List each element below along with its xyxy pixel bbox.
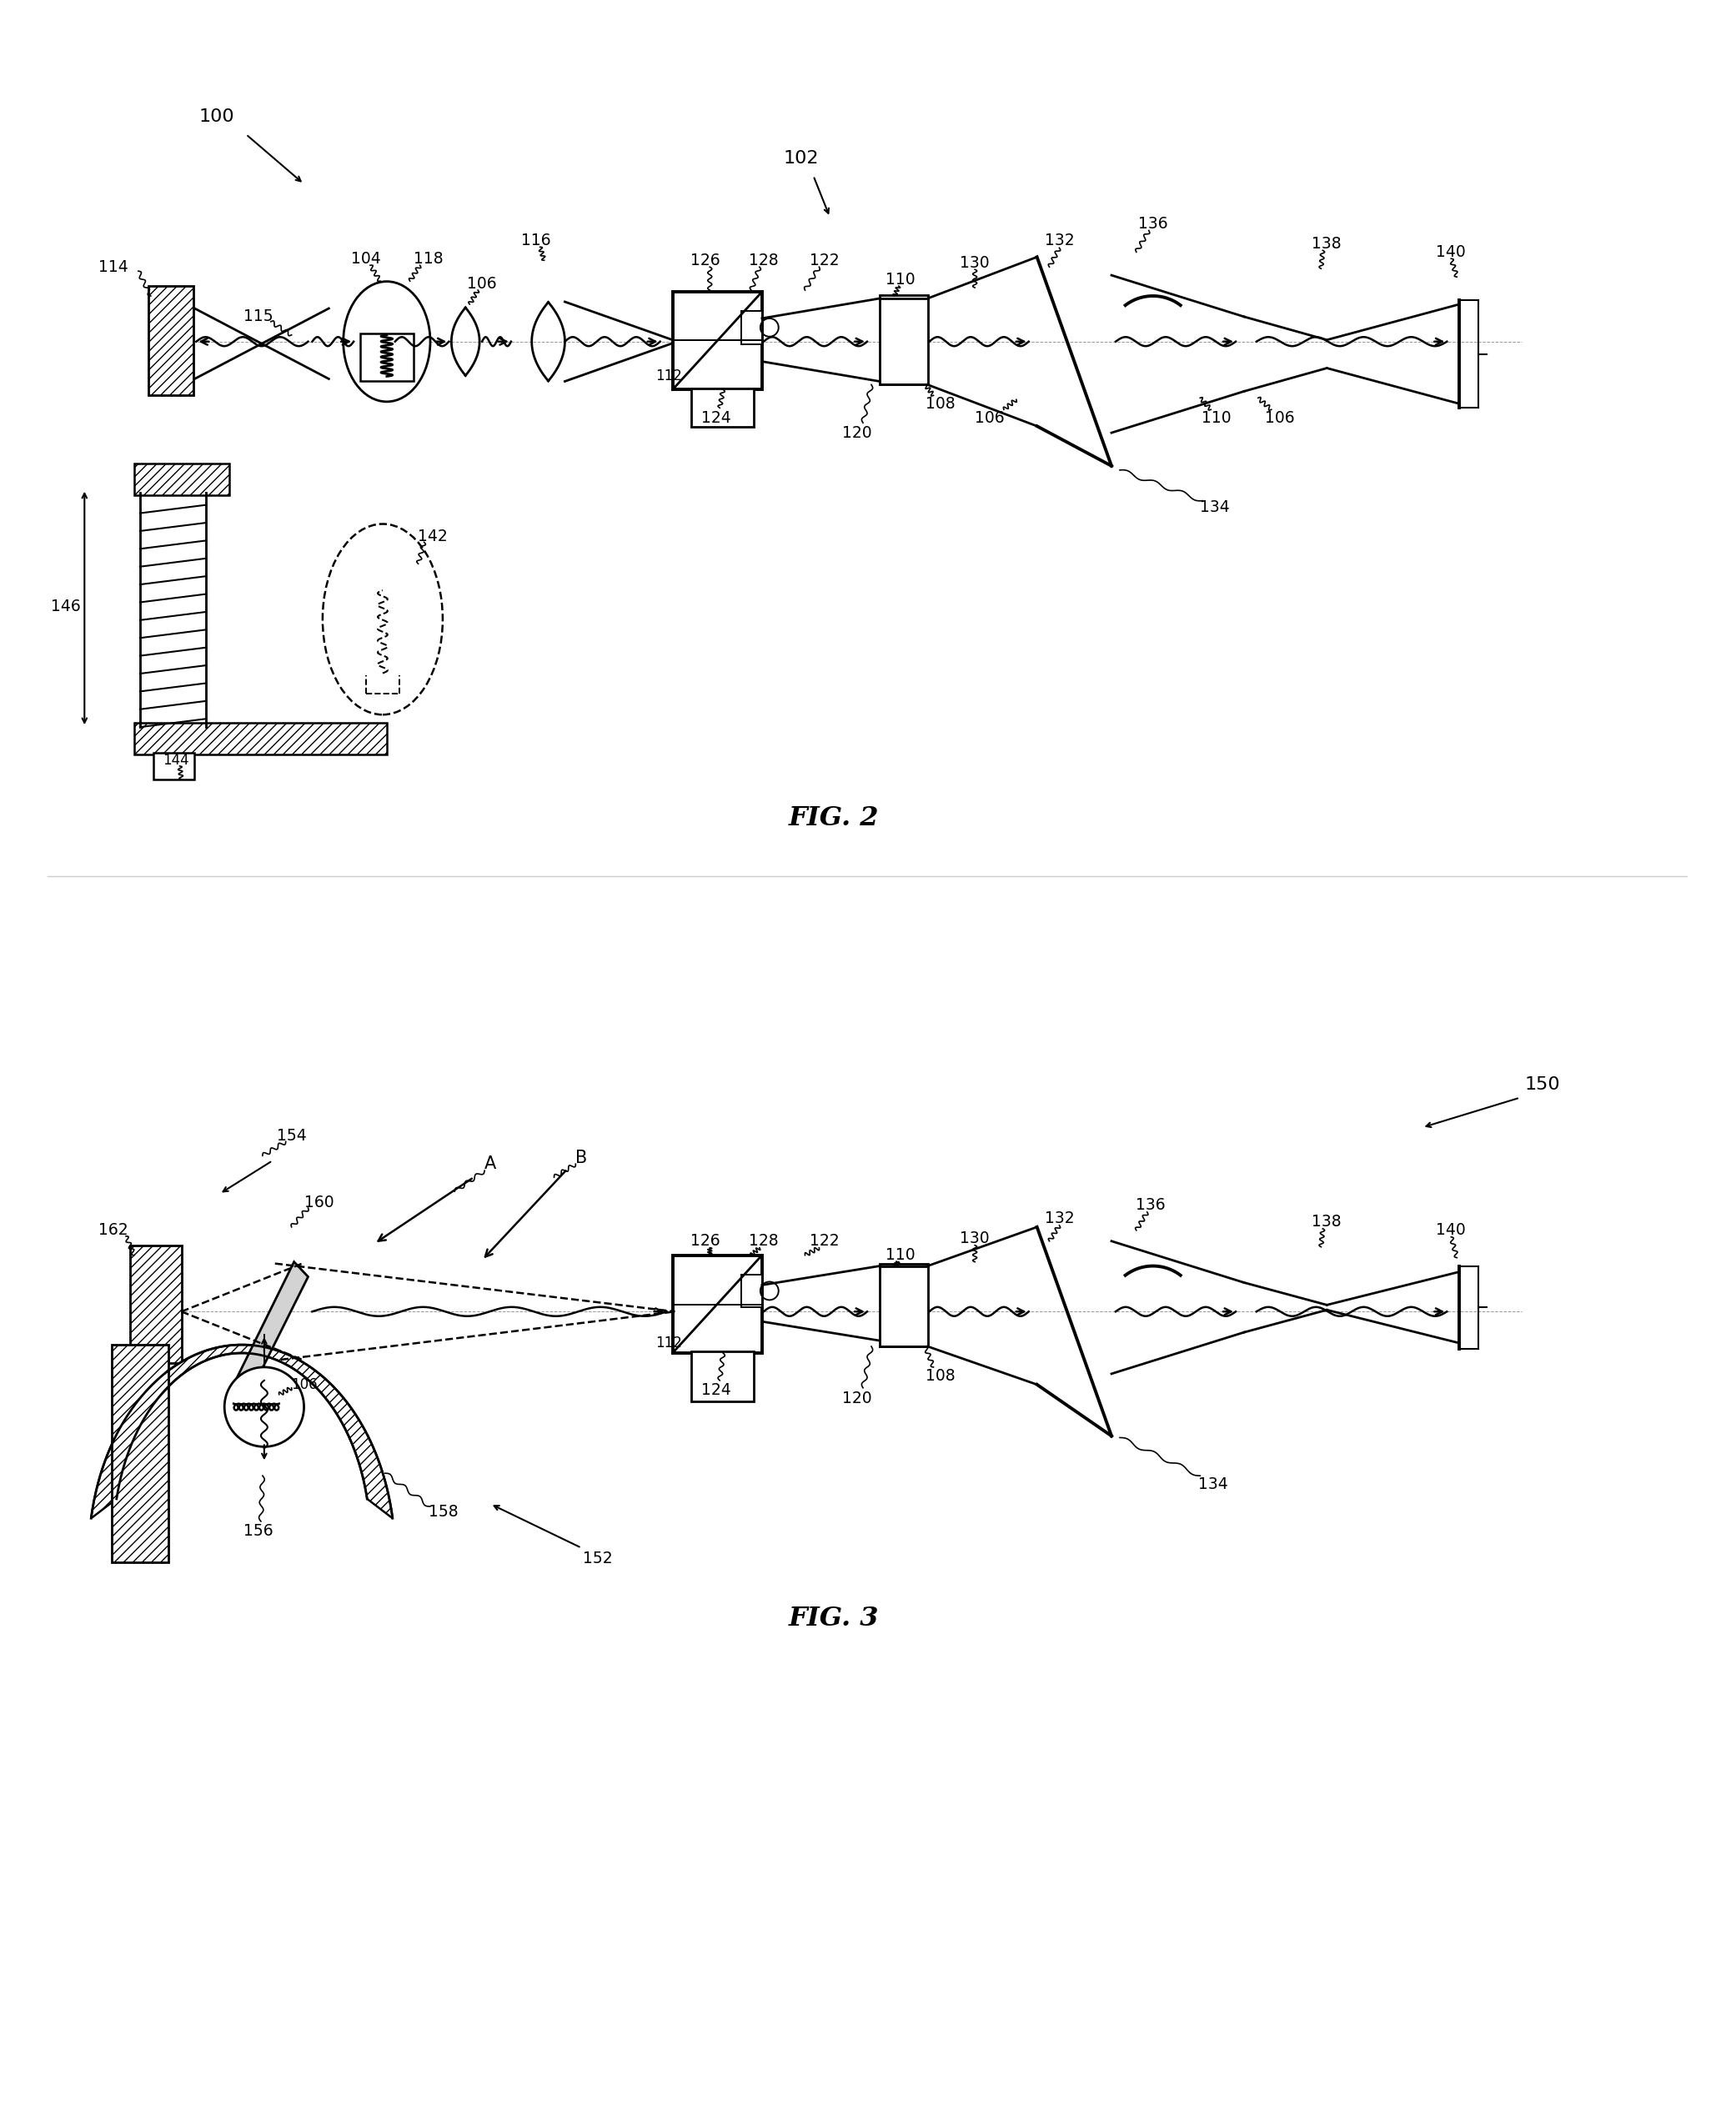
Text: 112: 112 (654, 1335, 682, 1351)
Text: 156: 156 (243, 1524, 273, 1539)
Text: 102: 102 (783, 149, 819, 166)
Bar (111, 1345, 168, 1562)
Circle shape (224, 1366, 304, 1446)
Text: B: B (576, 1149, 587, 1166)
Text: 132: 132 (1045, 1210, 1075, 1227)
Text: 152: 152 (583, 1551, 613, 1566)
Bar (691, 389, 753, 427)
Text: 110: 110 (885, 1248, 915, 1263)
Text: 115: 115 (243, 309, 273, 324)
Text: 134: 134 (1200, 499, 1229, 516)
Text: 112: 112 (654, 368, 682, 383)
Text: 118: 118 (413, 250, 443, 267)
Text: 150: 150 (1524, 1076, 1561, 1092)
Text: 138: 138 (1312, 1215, 1342, 1229)
Text: 124: 124 (701, 1383, 731, 1398)
Text: 136: 136 (1139, 217, 1168, 232)
Text: 106: 106 (467, 276, 496, 290)
Text: 108: 108 (925, 396, 955, 413)
Bar (880, 295, 927, 385)
Text: 116: 116 (521, 232, 550, 248)
Text: 120: 120 (842, 1391, 871, 1406)
Text: 138: 138 (1312, 236, 1342, 253)
Text: 134: 134 (1198, 1476, 1229, 1492)
Text: 120: 120 (842, 425, 871, 440)
Text: 128: 128 (748, 253, 778, 267)
Text: 160: 160 (304, 1194, 333, 1210)
Text: 124: 124 (701, 410, 731, 425)
Text: FIG. 3: FIG. 3 (788, 1606, 878, 1631)
Ellipse shape (344, 282, 431, 402)
Text: 106: 106 (976, 410, 1005, 425)
Bar (741, 1274, 762, 1307)
Text: 106: 106 (290, 1377, 318, 1391)
Text: 104: 104 (351, 250, 380, 267)
Text: 122: 122 (809, 253, 838, 267)
Text: 114: 114 (99, 259, 128, 276)
Text: 110: 110 (1201, 410, 1231, 425)
Bar (880, 1263, 927, 1347)
Bar (361, 333, 413, 381)
Bar (134, 463, 229, 495)
Bar (148, 286, 194, 396)
Text: 154: 154 (276, 1128, 307, 1143)
Text: 158: 158 (429, 1505, 458, 1520)
Text: 106: 106 (1266, 410, 1295, 425)
Text: FIG. 2: FIG. 2 (788, 806, 878, 831)
Bar (130, 1246, 181, 1364)
Text: 108: 108 (925, 1368, 955, 1385)
Text: 142: 142 (417, 528, 448, 545)
Text: 136: 136 (1135, 1198, 1165, 1212)
Bar (153, 754, 194, 779)
Bar (741, 312, 762, 343)
Bar (672, 1255, 762, 1354)
Text: 162: 162 (99, 1223, 128, 1238)
Text: 140: 140 (1436, 1223, 1465, 1238)
Text: 146: 146 (50, 600, 80, 615)
Text: 110: 110 (885, 272, 915, 286)
Text: 126: 126 (691, 253, 720, 267)
Text: 130: 130 (960, 255, 990, 272)
Text: 100: 100 (200, 109, 234, 124)
Text: 130: 130 (960, 1231, 990, 1246)
Text: 128: 128 (748, 1234, 778, 1248)
Text: 122: 122 (809, 1234, 838, 1248)
Text: 140: 140 (1436, 244, 1465, 259)
Bar (672, 293, 762, 389)
Bar (134, 722, 387, 754)
Bar (691, 1351, 753, 1402)
Polygon shape (116, 1354, 366, 1499)
Text: 144: 144 (163, 754, 189, 768)
Text: 126: 126 (691, 1234, 720, 1248)
Polygon shape (236, 1261, 307, 1394)
Polygon shape (90, 1345, 392, 1518)
Text: 132: 132 (1045, 232, 1075, 248)
Text: A: A (484, 1156, 496, 1172)
